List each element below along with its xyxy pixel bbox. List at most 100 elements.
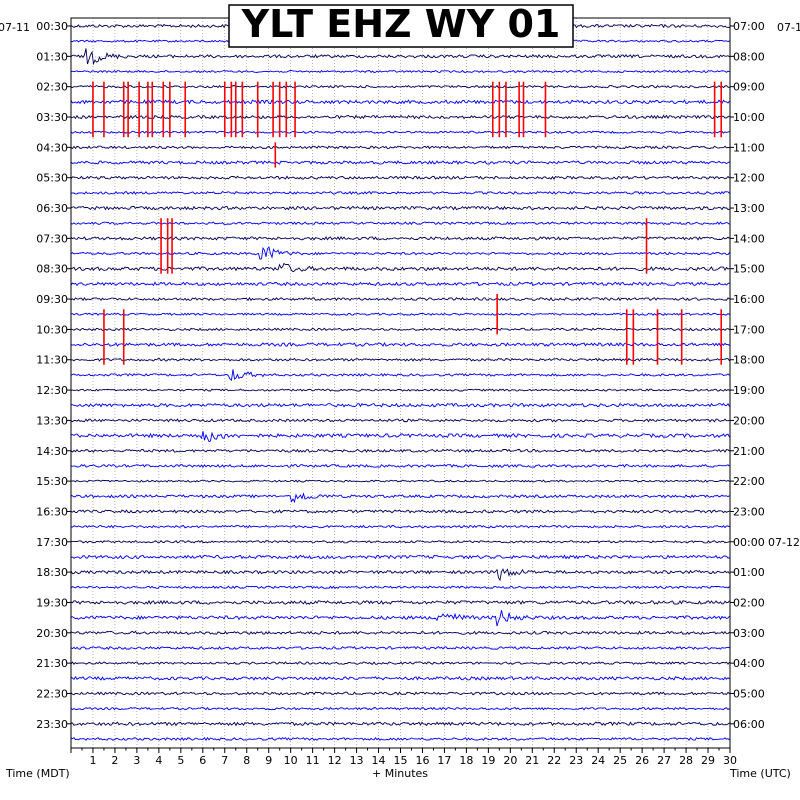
seismic-trace [70,388,730,392]
x-tick-label: 12 [328,754,342,767]
seismic-trace [70,585,730,590]
seismic-trace [70,706,730,711]
seismic-trace [70,84,730,89]
left-time-label: 01:30 [36,50,68,63]
seismic-trace [70,160,730,165]
right-time-label: 09:00 [733,81,765,94]
x-tick-label: 22 [547,754,561,767]
seismic-trace [70,369,730,382]
seismic-trace [70,221,730,226]
right-time-label: 23:00 [733,505,765,518]
x-tick-label: 25 [613,754,627,767]
seismic-trace [71,341,730,347]
seismic-trace [70,246,730,260]
x-tick-label: 24 [591,754,605,767]
right-time-label: 01:00 [733,566,765,579]
seismic-trace [70,463,730,469]
seismic-trace [70,524,730,529]
right-time-label: 07:00 [733,20,765,33]
left-time-label: 00:30 [36,20,68,33]
x-tick-label: 20 [503,754,517,767]
x-tick-label: 8 [243,754,250,767]
right-axis-label: Time (UTC) [729,767,791,780]
left-time-label: 05:30 [36,172,68,185]
seismic-trace [70,262,730,273]
right-time-label: 17:00 [733,323,765,336]
right-time-label: 02:00 [733,596,765,609]
right-time-label: 22:00 [733,475,765,488]
x-tick-label: 9 [265,754,272,767]
seismic-trace [70,568,730,582]
x-axis-label: + Minutes [372,767,428,780]
x-tick-label: 3 [133,754,140,767]
x-tick-label: 29 [701,754,715,767]
x-tick-label: 26 [635,754,649,767]
left-time-label: 23:30 [36,718,68,731]
seismic-trace [70,130,730,134]
x-tick-label: 10 [284,754,298,767]
seismic-trace [70,418,730,423]
left-time-label: 07:30 [36,232,68,245]
left-time-label: 08:30 [36,263,68,276]
right-time-label: 10:00 [733,111,765,124]
x-tick-label: 6 [199,754,206,767]
left-time-label: 17:30 [36,536,68,549]
left-time-label: 14:30 [36,445,68,458]
x-tick-label: 15 [394,754,408,767]
left-time-label: 06:30 [36,202,68,215]
right-time-label: 20:00 [733,414,765,427]
seismic-trace [70,448,730,453]
left-time-label: 20:30 [36,627,68,640]
x-tick-label: 4 [155,754,162,767]
left-time-label: 13:30 [36,414,68,427]
chart-title: YLT EHZ WY 01 [241,2,561,46]
x-tick-label: 17 [437,754,451,767]
left-time-label: 16:30 [36,505,68,518]
left-time-label: 11:30 [36,354,68,367]
left-time-label: 09:30 [36,293,68,306]
right-time-label: 08:00 [733,50,765,63]
seismic-trace [70,69,730,74]
seismic-trace [70,509,730,514]
left-time-label: 04:30 [36,141,68,154]
x-tick-label: 16 [415,754,429,767]
seismic-trace [70,48,730,66]
x-tick-label: 5 [177,754,184,767]
x-tick-label: 7 [221,754,228,767]
right-time-label: 15:00 [733,263,765,276]
seismic-trace [70,492,730,504]
right-time-label: 11:00 [733,141,765,154]
axes: 1 2 3 4 5 6 7 8 9 10 11 12 13 14 15 16 17 18 19 20 21 22 23 24 2… [36,20,800,767]
right-time-label: 05:00 [733,687,765,700]
right-time-label: 19:00 [733,384,765,397]
right-time-label: 12:00 [733,172,765,185]
seismic-trace [70,691,730,696]
right-time-label: 03:00 [733,627,765,640]
left-time-label: 10:30 [36,323,68,336]
left-time-label: 15:30 [36,475,68,488]
right-time-label: 04:00 [733,657,765,670]
seismic-trace [70,599,730,606]
x-tick-label: 19 [481,754,495,767]
seismic-trace [70,99,730,105]
right-time-label: 13:00 [733,202,765,215]
x-tick-label: 1 [89,754,96,767]
seismic-trace [70,736,730,742]
left-time-label: 03:30 [36,111,68,124]
right-time-label: 21:00 [733,445,765,458]
x-tick-label: 11 [306,754,320,767]
seismic-trace [70,296,730,302]
seismic-trace [70,402,730,408]
date-left: 07-11 [0,21,30,34]
seismic-trace [70,675,730,681]
left-time-label: 18:30 [36,566,68,579]
seismic-trace [70,630,730,635]
x-tick-label: 14 [372,754,386,767]
date-right-change: 07-12 [768,536,800,549]
left-time-label: 02:30 [36,81,68,94]
seismic-trace [70,661,730,666]
seismic-trace [71,312,730,316]
x-tick-label: 28 [679,754,693,767]
clipped-events [92,81,723,365]
